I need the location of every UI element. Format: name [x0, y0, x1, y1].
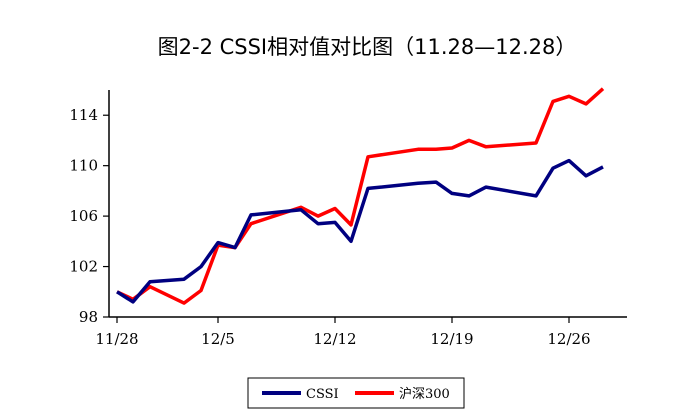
y-tick-label: 98 — [79, 308, 98, 326]
series-layer — [116, 87, 605, 305]
y-tick-label: 110 — [69, 157, 98, 175]
series-line-hs300 — [116, 87, 605, 305]
legend: CSSI 沪深300 — [247, 377, 465, 409]
legend-label-cssi: CSSI — [306, 387, 339, 402]
y-tick-label: 114 — [69, 106, 98, 124]
y-axis-ticks: 98 102 106 110 114 — [69, 106, 109, 326]
x-tick-label: 12/12 — [313, 330, 356, 348]
x-tick-label: 12/26 — [547, 330, 590, 348]
plot-area: 98 102 106 110 114 11/28 12/5 12/12 12/19 12/26 — [69, 87, 627, 348]
y-tick-label: 106 — [69, 207, 98, 225]
chart-title: 图2-2 CSSI相对值对比图（11.28—12.28） — [158, 35, 577, 59]
series-line-cssi — [116, 158, 604, 304]
y-tick-label: 102 — [69, 258, 98, 276]
x-tick-label: 12/5 — [201, 330, 235, 348]
x-tick-label: 11/28 — [95, 330, 138, 348]
x-axis-ticks: 11/28 12/5 12/12 12/19 12/26 — [95, 317, 591, 348]
x-tick-label: 12/19 — [430, 330, 473, 348]
legend-label-hs300: 沪深300 — [399, 386, 450, 402]
